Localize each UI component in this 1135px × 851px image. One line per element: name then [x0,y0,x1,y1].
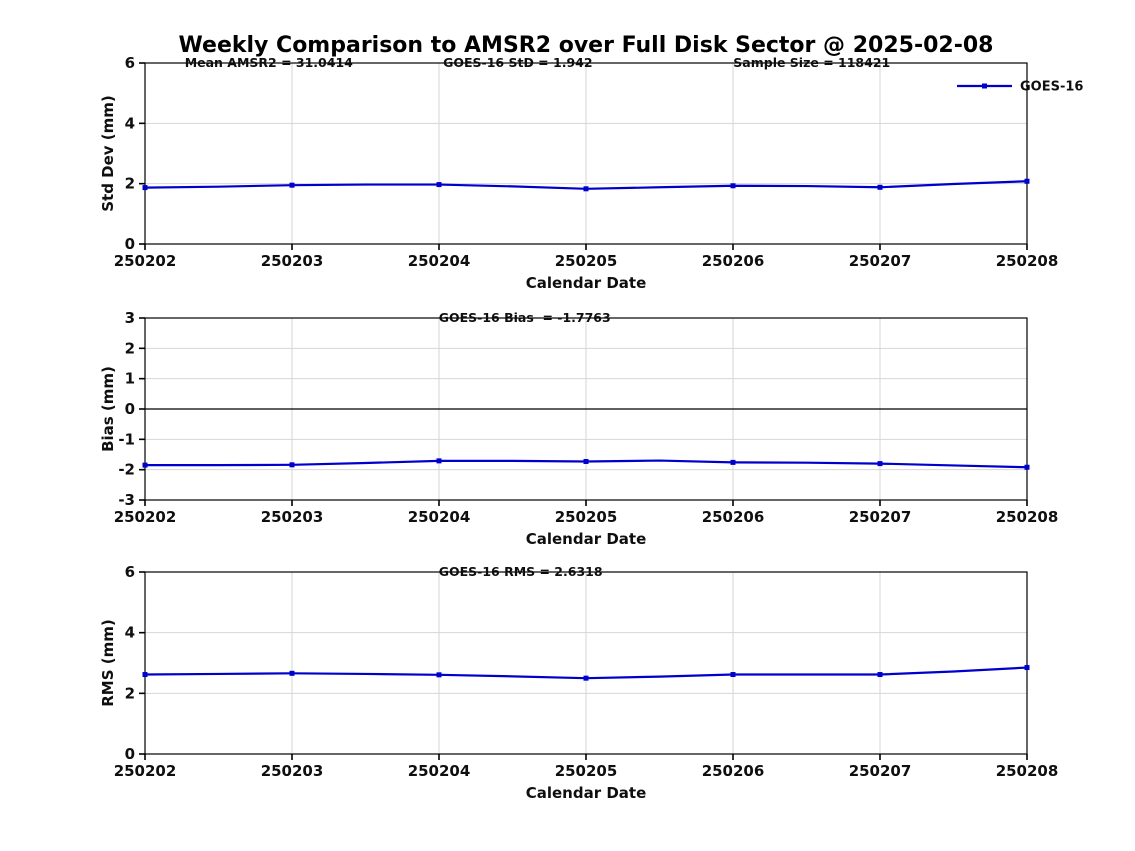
x-tick-label: 250205 [555,252,618,270]
data-point-marker [142,185,148,191]
x-tick-label: 250203 [261,252,324,270]
y-axis-label: Bias (mm) [99,366,117,452]
data-point-marker [436,672,442,678]
x-tick-label: 250203 [261,762,324,780]
data-point-marker [436,182,442,188]
y-tick-label: 6 [125,563,135,581]
y-tick-label: 6 [125,54,135,72]
x-tick-label: 250208 [996,762,1059,780]
x-tick-label: 250208 [996,508,1059,526]
y-tick-label: 0 [125,400,135,418]
x-axis-label: Calendar Date [526,784,647,802]
data-point-marker [730,459,736,465]
data-point-marker [583,675,589,681]
plot-annotation: Sample Size = 118421 [733,55,890,70]
legend-label: GOES-16 [1020,80,1083,95]
plot-annotation: GOES-16 RMS = 2.6318 [439,564,603,579]
legend: GOES-16 [957,80,1083,95]
x-tick-label: 250208 [996,252,1059,270]
y-tick-label: 4 [125,114,135,132]
y-axis-label: RMS (mm) [99,619,117,706]
plot-annotation: Mean AMSR2 = 31.0414 [185,55,353,70]
x-tick-label: 250207 [849,762,912,780]
x-tick-label: 250205 [555,762,618,780]
plot-annotation: GOES-16 Bias = -1.7763 [439,310,611,325]
y-tick-label: 4 [125,624,135,642]
data-point-marker [1024,178,1030,184]
y-tick-label: -2 [118,461,135,479]
data-point-marker [142,462,148,468]
data-point-marker [730,183,736,189]
y-tick-label: 1 [125,370,135,388]
y-tick-label: 0 [125,235,135,253]
x-tick-label: 250206 [702,762,765,780]
x-tick-label: 250207 [849,508,912,526]
subplot-rms: 250202 250203 250204 250205 250206 250207 2502… [99,563,1058,802]
x-tick-label: 250204 [408,762,471,780]
figure-title: Weekly Comparison to AMSR2 over Full Dis… [178,33,994,58]
y-axis-label: Std Dev (mm) [99,95,117,212]
plot-annotation: GOES-16 StD = 1.942 [443,55,592,70]
subplot-stddev: 250202 250203 250204 250205 250206 250207 2502… [99,54,1083,292]
y-tick-label: 2 [125,339,135,357]
x-tick-label: 250204 [408,252,471,270]
data-point-marker [583,458,589,464]
x-tick-label: 250202 [114,762,177,780]
data-point-marker [583,186,589,192]
y-tick-label: 2 [125,684,135,702]
data-point-marker [289,182,295,188]
subplot-bias: 250202 250203 250204 250205 250206 250207 2502… [99,309,1058,548]
x-tick-label: 250202 [114,508,177,526]
x-tick-label: 250207 [849,252,912,270]
data-point-marker [877,184,883,190]
x-axis-label: Calendar Date [526,274,647,292]
x-tick-label: 250206 [702,508,765,526]
data-point-marker [877,672,883,678]
x-tick-label: 250203 [261,508,324,526]
data-point-marker [436,458,442,464]
legend-marker-sample [982,83,987,89]
data-point-marker [289,462,295,468]
y-tick-label: 2 [125,175,135,193]
data-point-marker [289,670,295,676]
y-tick-label: -3 [118,491,135,509]
data-point-marker [1024,665,1030,671]
data-point-marker [1024,464,1030,470]
y-tick-label: -1 [118,430,135,448]
y-tick-label: 0 [125,745,135,763]
x-tick-label: 250204 [408,508,471,526]
data-point-marker [730,672,736,678]
data-point-marker [142,672,148,678]
x-axis-label: Calendar Date [526,530,647,548]
x-tick-label: 250202 [114,252,177,270]
y-tick-label: 3 [125,309,135,327]
data-point-marker [877,461,883,467]
x-tick-label: 250206 [702,252,765,270]
x-tick-label: 250205 [555,508,618,526]
